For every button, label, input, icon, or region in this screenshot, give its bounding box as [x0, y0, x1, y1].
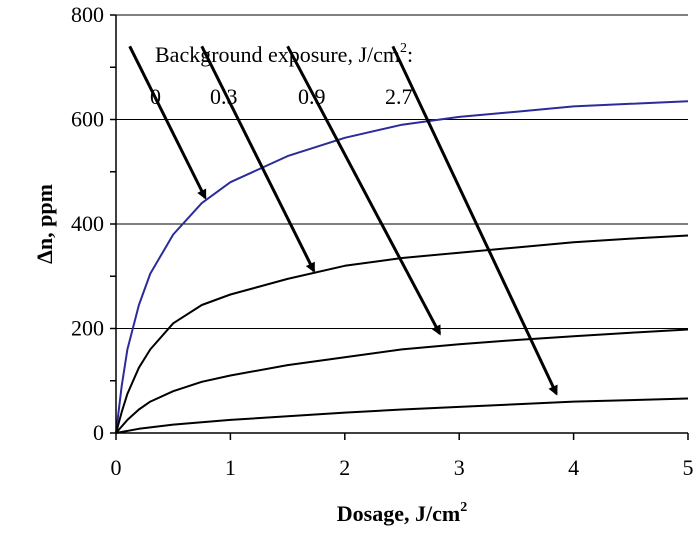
x-tick-label: 2 — [339, 455, 350, 480]
legend-label-2.7: 2.7 — [385, 84, 413, 109]
series-line-0.9 — [115, 328, 689, 434]
y-tick-label: 200 — [71, 316, 104, 341]
legend-label-0.9: 0.9 — [298, 84, 326, 109]
y-tick-label: 600 — [71, 107, 104, 132]
y-tick-label: 400 — [71, 211, 104, 236]
axis-ticks: 0 200 400 600 800 0 1 2 3 4 5 — [71, 2, 694, 480]
annotation-arrows — [128, 45, 558, 396]
y-tick-label: 0 — [93, 420, 104, 445]
series-line-2.7 — [115, 397, 689, 434]
x-tick-label: 0 — [111, 455, 122, 480]
series-line-0 — [115, 100, 689, 434]
x-tick-label: 3 — [454, 455, 465, 480]
arrow-2.7 — [391, 45, 558, 396]
y-axis-title: Δn, ppm — [32, 184, 57, 264]
series-line-0.3 — [115, 234, 689, 434]
arrow-0 — [128, 45, 207, 200]
x-axis-title: Dosage, J/cm2 — [337, 500, 467, 526]
x-tick-label: 4 — [568, 455, 579, 480]
x-tick-label: 1 — [225, 455, 236, 480]
series-layer — [115, 100, 689, 434]
legend-label-0: 0 — [150, 84, 161, 109]
legend-title: Background exposure, J/cm2: — [155, 41, 413, 67]
legend-label-0.3: 0.3 — [210, 84, 238, 109]
y-tick-label: 800 — [71, 2, 104, 27]
arrow-0.9 — [286, 45, 442, 336]
arrow-0.3 — [200, 45, 316, 273]
x-tick-label: 5 — [683, 455, 694, 480]
gridlines — [116, 14, 688, 329]
